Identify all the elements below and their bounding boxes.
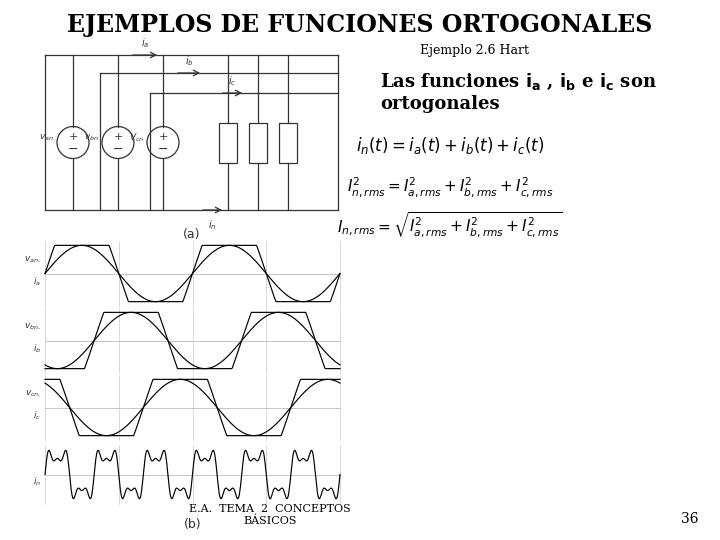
Text: $i_b$: $i_b$ bbox=[32, 343, 41, 355]
Text: $v_{bn,}$: $v_{bn,}$ bbox=[24, 321, 41, 332]
Text: $I_{n,rms} = \sqrt{I^2_{a,rms} + I^2_{b,rms} + I^2_{c,rms}}$: $I_{n,rms} = \sqrt{I^2_{a,rms} + I^2_{b,… bbox=[338, 210, 562, 240]
Bar bbox=[249, 123, 267, 163]
Text: $i_a$: $i_a$ bbox=[33, 276, 41, 288]
Text: $v_{bn}$: $v_{bn}$ bbox=[84, 132, 99, 143]
Text: ortogonales: ortogonales bbox=[380, 95, 500, 113]
Text: +: + bbox=[158, 132, 168, 141]
Text: (a): (a) bbox=[183, 228, 200, 241]
Text: +: + bbox=[68, 132, 78, 141]
Text: $i_n$: $i_n$ bbox=[208, 218, 216, 232]
Text: $i_c$: $i_c$ bbox=[33, 410, 41, 422]
Bar bbox=[279, 123, 297, 163]
Text: $I^2_{n,rms} = I^2_{a,rms} + I^2_{b,rms} + I^2_{c,rms}$: $I^2_{n,rms} = I^2_{a,rms} + I^2_{b,rms}… bbox=[347, 175, 553, 199]
Text: −: − bbox=[158, 143, 168, 156]
Text: Las funciones $\mathbf{i_a}$ , $\mathbf{i_b}$ e $\mathbf{i_c}$ son: Las funciones $\mathbf{i_a}$ , $\mathbf{… bbox=[380, 72, 657, 92]
Text: −: − bbox=[68, 143, 78, 156]
Text: −: − bbox=[113, 143, 123, 156]
Text: $v_{an}$: $v_{an}$ bbox=[39, 132, 54, 143]
Text: +: + bbox=[113, 132, 122, 141]
Text: $i_n(t) = i_a(t) + i_b(t) + i_c(t)$: $i_n(t) = i_a(t) + i_b(t) + i_c(t)$ bbox=[356, 135, 544, 156]
Text: E.A.  TEMA  2  CONCEPTOS
BÁSICOS: E.A. TEMA 2 CONCEPTOS BÁSICOS bbox=[189, 504, 351, 526]
Bar bbox=[219, 123, 237, 163]
Text: $i_a$: $i_a$ bbox=[141, 36, 149, 50]
Text: EJEMPLOS DE FUNCIONES ORTOGONALES: EJEMPLOS DE FUNCIONES ORTOGONALES bbox=[68, 13, 652, 37]
Text: 36: 36 bbox=[681, 512, 698, 526]
Text: $v_{cn,}$: $v_{cn,}$ bbox=[24, 388, 41, 399]
Text: (b): (b) bbox=[184, 518, 202, 531]
Text: $i_b$: $i_b$ bbox=[184, 54, 194, 68]
Text: $V_{cn}$: $V_{cn}$ bbox=[129, 131, 144, 144]
Text: $i_c$: $i_c$ bbox=[228, 74, 236, 88]
Text: Ejemplo 2.6 Hart: Ejemplo 2.6 Hart bbox=[420, 44, 529, 57]
Text: $i_n$: $i_n$ bbox=[33, 476, 41, 488]
Text: $v_{an,}$: $v_{an,}$ bbox=[24, 254, 41, 265]
